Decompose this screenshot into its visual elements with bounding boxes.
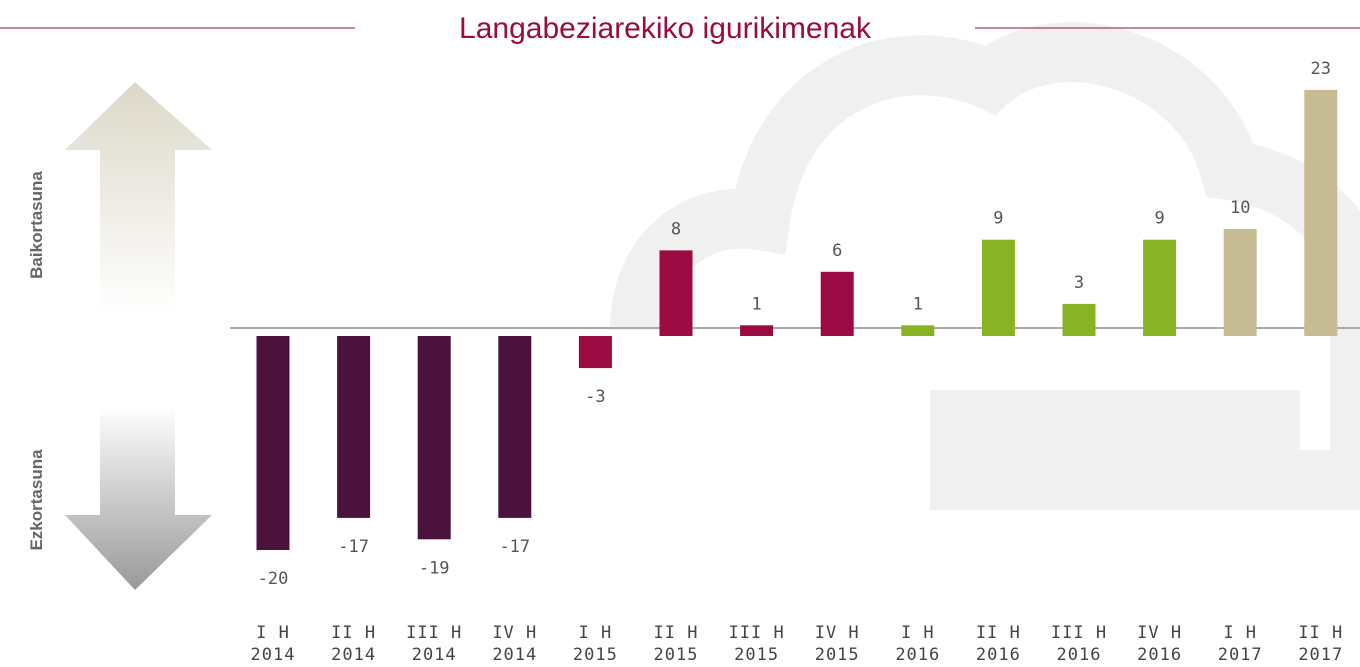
x-tick-label: III H 2016 [1049,622,1109,666]
x-tick-label: II H 2015 [646,622,706,666]
bar [498,336,531,518]
bar [901,325,934,336]
x-tick-label: I H 2015 [565,622,625,666]
up-arrow [65,82,212,315]
value-label: 1 [751,294,761,314]
bar [1224,229,1257,336]
x-tick-label: IV H 2016 [1130,622,1190,666]
x-tick-label: IV H 2015 [807,622,867,666]
bar [982,240,1015,336]
x-tick-label: II H 2016 [968,622,1028,666]
value-label: -3 [585,387,605,407]
page: Langabeziarekiko igurikimenak Baikortasu… [0,0,1360,667]
value-label: -17 [338,537,369,557]
x-tick-label: I H 2016 [888,622,948,666]
bar [660,250,693,336]
bar [1304,90,1337,336]
value-label: 9 [1154,209,1164,229]
value-label: -19 [419,558,450,578]
value-label: 23 [1311,59,1331,79]
value-label: 8 [671,219,681,239]
value-label: -20 [258,569,289,589]
value-label: -17 [499,537,530,557]
x-tick-label: II H 2017 [1291,622,1351,666]
value-label: 3 [1074,273,1084,293]
value-label: 9 [993,209,1003,229]
value-label: 10 [1230,198,1250,218]
x-tick-label: I H 2014 [243,622,303,666]
value-label: 6 [832,241,842,261]
axis-label: Ezkortasuna [27,449,46,551]
x-tick-label: IV H 2014 [485,622,545,666]
x-tick-label: I H 2017 [1210,622,1270,666]
x-tick-label: II H 2014 [324,622,384,666]
chart: Langabeziarekiko igurikimenak Baikortasu… [0,0,1360,667]
bar [740,325,773,336]
bar [1143,240,1176,336]
x-tick-label: III H 2015 [727,622,787,666]
x-tick-label: III H 2014 [404,622,464,666]
bar [821,272,854,336]
bar [337,336,370,518]
bar [418,336,451,539]
down-arrow [65,405,212,590]
bar [257,336,290,550]
bar [579,336,612,368]
bar [1063,304,1096,336]
value-label: 1 [913,294,923,314]
chart-title: Langabeziarekiko igurikimenak [459,12,872,45]
axis-label: Baikortasuna [27,171,46,279]
